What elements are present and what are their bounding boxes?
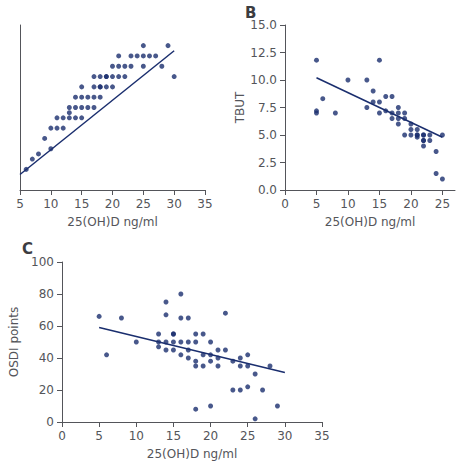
svg-text:20: 20 [39,383,54,397]
svg-text:TBUT: TBUT [233,91,247,124]
svg-text:10: 10 [129,429,144,443]
svg-text:25(OH)D ng/ml: 25(OH)D ng/ml [147,447,237,461]
svg-text:10: 10 [43,197,58,211]
svg-text:25: 25 [136,197,151,211]
svg-text:30: 30 [277,429,292,443]
svg-text:15.0: 15.0 [250,18,277,32]
svg-text:12.5: 12.5 [250,46,277,60]
svg-text:0: 0 [58,429,66,443]
svg-text:20: 20 [403,197,418,211]
svg-text:25(OH)D ng/ml: 25(OH)D ng/ml [67,215,157,229]
svg-text:20: 20 [105,197,120,211]
svg-text:40: 40 [39,351,54,365]
svg-text:OSDI points: OSDI points [7,307,21,378]
svg-text:5.0: 5.0 [258,128,277,142]
svg-text:60: 60 [39,319,54,333]
svg-text:15: 15 [372,197,387,211]
svg-text:5: 5 [95,429,103,443]
svg-text:100: 100 [31,255,54,269]
svg-text:25(OH)D ng/ml: 25(OH)D ng/ml [325,215,415,229]
svg-text:B: B [245,4,256,22]
svg-text:35: 35 [197,197,212,211]
svg-text:15: 15 [74,197,89,211]
svg-text:5: 5 [313,197,321,211]
svg-text:35: 35 [314,429,329,443]
svg-text:C: C [22,240,33,258]
svg-text:20: 20 [203,429,218,443]
svg-text:0: 0 [281,197,289,211]
svg-text:0: 0 [46,415,54,429]
svg-text:30: 30 [167,197,182,211]
svg-text:25: 25 [240,429,255,443]
svg-text:0.0: 0.0 [258,183,277,197]
svg-text:10: 10 [340,197,355,211]
svg-text:2.5: 2.5 [258,156,277,170]
svg-text:15: 15 [166,429,181,443]
svg-text:7.5: 7.5 [258,101,277,115]
svg-text:25: 25 [435,197,450,211]
svg-text:5: 5 [16,197,24,211]
svg-text:80: 80 [39,287,54,301]
svg-text:10.0: 10.0 [250,73,277,87]
